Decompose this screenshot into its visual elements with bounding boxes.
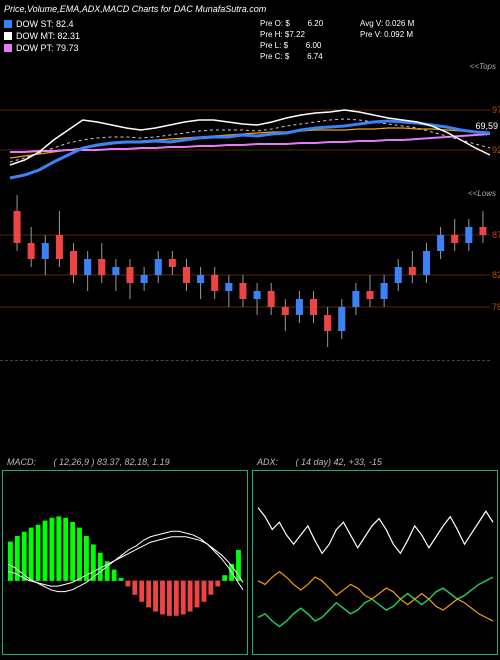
svg-text:97: 97 (492, 105, 500, 115)
swatch-st (4, 20, 12, 28)
pre-ohlc: Pre O: $ 6.20 Pre H: $7.22 Pre L: $ 6.00… (260, 18, 323, 62)
page-title: Price,Volume,EMA,ADX,MACD Charts for DAC… (4, 4, 266, 14)
candle-panel: 87 82 78 (0, 195, 500, 355)
swatch-mt (4, 32, 12, 40)
legend-label: DOW MT: 82.31 (16, 31, 80, 41)
legend-row: DOW PT: 79.73 (4, 42, 80, 54)
legend-row: DOW ST: 82.4 (4, 18, 80, 30)
macd-label: MACD: ( 12,26,9 ) 83.37, 82.18, 1.19 (7, 457, 170, 467)
legend-row: DOW MT: 82.31 (4, 30, 80, 42)
avg-vol: Avg V: 0.026 M Pre V: 0.092 M (360, 18, 414, 40)
legend-label: DOW ST: 82.4 (16, 19, 74, 29)
svg-text:87: 87 (492, 230, 500, 240)
lower-panels: MACD: ( 12,26,9 ) 83.37, 82.18, 1.19 ADX… (0, 470, 500, 655)
legend-label: DOW PT: 79.73 (16, 43, 79, 53)
candle-chart: 87 82 78 (0, 195, 500, 355)
separator (0, 360, 490, 361)
adx-panel: ADX: ( 14 day) 42, +33, -15 (252, 470, 498, 655)
svg-text:82: 82 (492, 270, 500, 280)
macd-chart (3, 471, 248, 654)
ema-chart: 97 92 (0, 70, 500, 190)
ema-panel: <<Tops <<Lows 69,59 9792 (0, 70, 500, 190)
adx-label: ADX: ( 14 day) 42, +33, -15 (257, 457, 382, 467)
legend: DOW ST: 82.4 DOW MT: 82.31 DOW PT: 79.73 (4, 18, 80, 54)
svg-text:78: 78 (492, 302, 500, 312)
adx-chart (253, 471, 498, 654)
macd-panel: MACD: ( 12,26,9 ) 83.37, 82.18, 1.19 (2, 470, 248, 655)
swatch-pt (4, 44, 12, 52)
svg-text:92: 92 (492, 145, 500, 155)
